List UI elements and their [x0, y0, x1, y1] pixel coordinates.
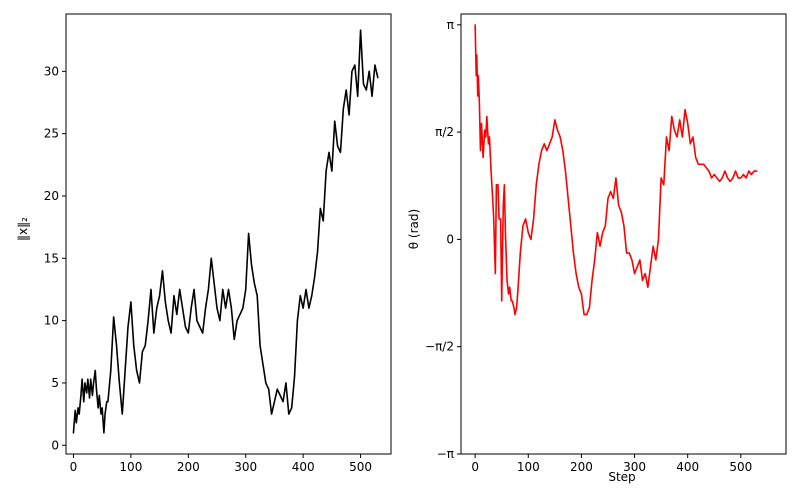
- left-ylabel: ‖x‖₂: [16, 217, 30, 241]
- left-plot-frame: [65, 13, 392, 455]
- x-tick-label: 0: [70, 460, 78, 474]
- x-tick-label: 200: [177, 460, 200, 474]
- x-tick-label: 100: [517, 460, 540, 474]
- x-tick-label: 100: [119, 460, 142, 474]
- left-chart-panel: 0 100 200 300 400 500 0 5 10 15 20 25 30 ‖x‖₂: [16, 13, 392, 474]
- y-tick-label: 30: [44, 64, 59, 78]
- y-tick-label: 5: [51, 376, 59, 390]
- x-tick-label: 400: [676, 460, 699, 474]
- x-tick-label: 0: [471, 460, 479, 474]
- y-tick-label: 0: [446, 232, 454, 246]
- x-tick-label: 500: [729, 460, 752, 474]
- right-ylabel: θ (rad): [407, 209, 421, 249]
- y-tick-label: −π: [437, 447, 454, 461]
- right-chart-panel: 0 100 200 300 400 500 −π −π/2 0 π/2 π Step θ (rad…: [407, 13, 787, 484]
- y-tick-label: 0: [51, 438, 59, 452]
- right-xlabel: Step: [608, 470, 635, 484]
- y-tick-label: −π/2: [425, 340, 454, 354]
- y-tick-label: π: [447, 18, 454, 32]
- x-tick-label: 400: [292, 460, 315, 474]
- y-tick-label: 25: [44, 127, 59, 141]
- x-tick-label: 200: [570, 460, 593, 474]
- right-plot-frame: [460, 13, 787, 455]
- series-line-0: [72, 29, 379, 434]
- y-tick-label: 10: [44, 314, 59, 328]
- y-tick-label: π/2: [435, 125, 454, 139]
- series-line-0: [474, 24, 758, 316]
- x-tick-label: 300: [623, 460, 646, 474]
- y-tick-label: 20: [44, 189, 59, 203]
- x-tick-label: 300: [234, 460, 257, 474]
- y-tick-label: 15: [44, 251, 59, 265]
- x-tick-label: 500: [349, 460, 372, 474]
